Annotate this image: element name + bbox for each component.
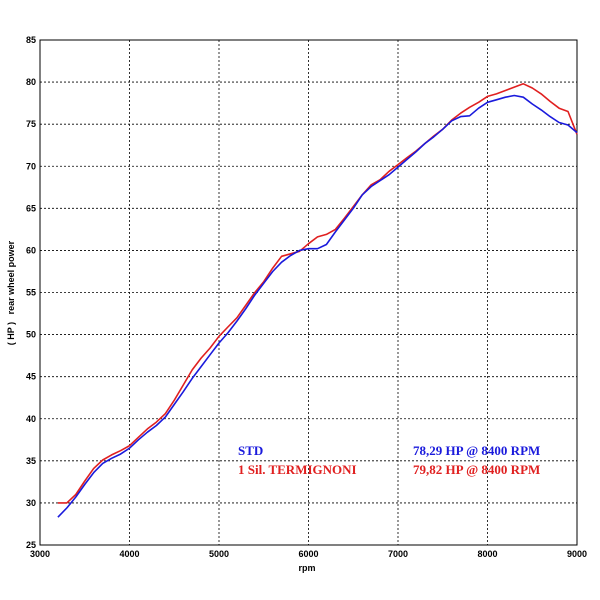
series-lines xyxy=(57,83,578,518)
y-tick-label: 25 xyxy=(26,540,36,550)
y-tick-label: 45 xyxy=(26,372,36,382)
y-tick-label: 50 xyxy=(26,330,36,340)
legend: STD 78,29 HP @ 8400 RPM 1 Sil. TERMIGNON… xyxy=(238,443,540,477)
x-tick-label: 4000 xyxy=(119,549,139,559)
legend-series-std-summary: 78,29 HP @ 8400 RPM xyxy=(413,443,540,458)
x-tick-label: 8000 xyxy=(477,549,497,559)
series-std-line xyxy=(57,94,578,518)
x-tick-label: 5000 xyxy=(209,549,229,559)
legend-series-termignoni-name: 1 Sil. TERMIGNONI xyxy=(238,462,357,477)
y-axis-label: ( HP ) rear wheel power xyxy=(6,240,16,345)
x-tick-label: 9000 xyxy=(567,549,587,559)
y-tick-label: 75 xyxy=(26,119,36,129)
x-tick-labels: 3000 4000 5000 6000 7000 8000 9000 xyxy=(30,549,587,559)
y-tick-label: 30 xyxy=(26,498,36,508)
grid-lines xyxy=(40,40,577,545)
y-tick-labels: 25 30 35 40 45 50 55 60 65 70 75 80 85 xyxy=(26,35,36,550)
series-termignoni-line xyxy=(57,83,578,504)
y-tick-label: 65 xyxy=(26,203,36,213)
y-tick-label: 60 xyxy=(26,245,36,255)
x-axis-label: rpm xyxy=(298,563,315,573)
x-tick-label: 7000 xyxy=(388,549,408,559)
y-tick-label: 80 xyxy=(26,77,36,87)
legend-series-termignoni-summary: 79,82 HP @ 8400 RPM xyxy=(413,462,540,477)
y-tick-label: 85 xyxy=(26,35,36,45)
x-tick-label: 3000 xyxy=(30,549,50,559)
plot-frame xyxy=(39,39,578,546)
y-tick-label: 55 xyxy=(26,288,36,298)
legend-series-std-name: STD xyxy=(238,443,263,458)
y-tick-label: 40 xyxy=(26,414,36,424)
y-tick-label: 35 xyxy=(26,456,36,466)
y-tick-label: 70 xyxy=(26,161,36,171)
x-tick-label: 6000 xyxy=(298,549,318,559)
